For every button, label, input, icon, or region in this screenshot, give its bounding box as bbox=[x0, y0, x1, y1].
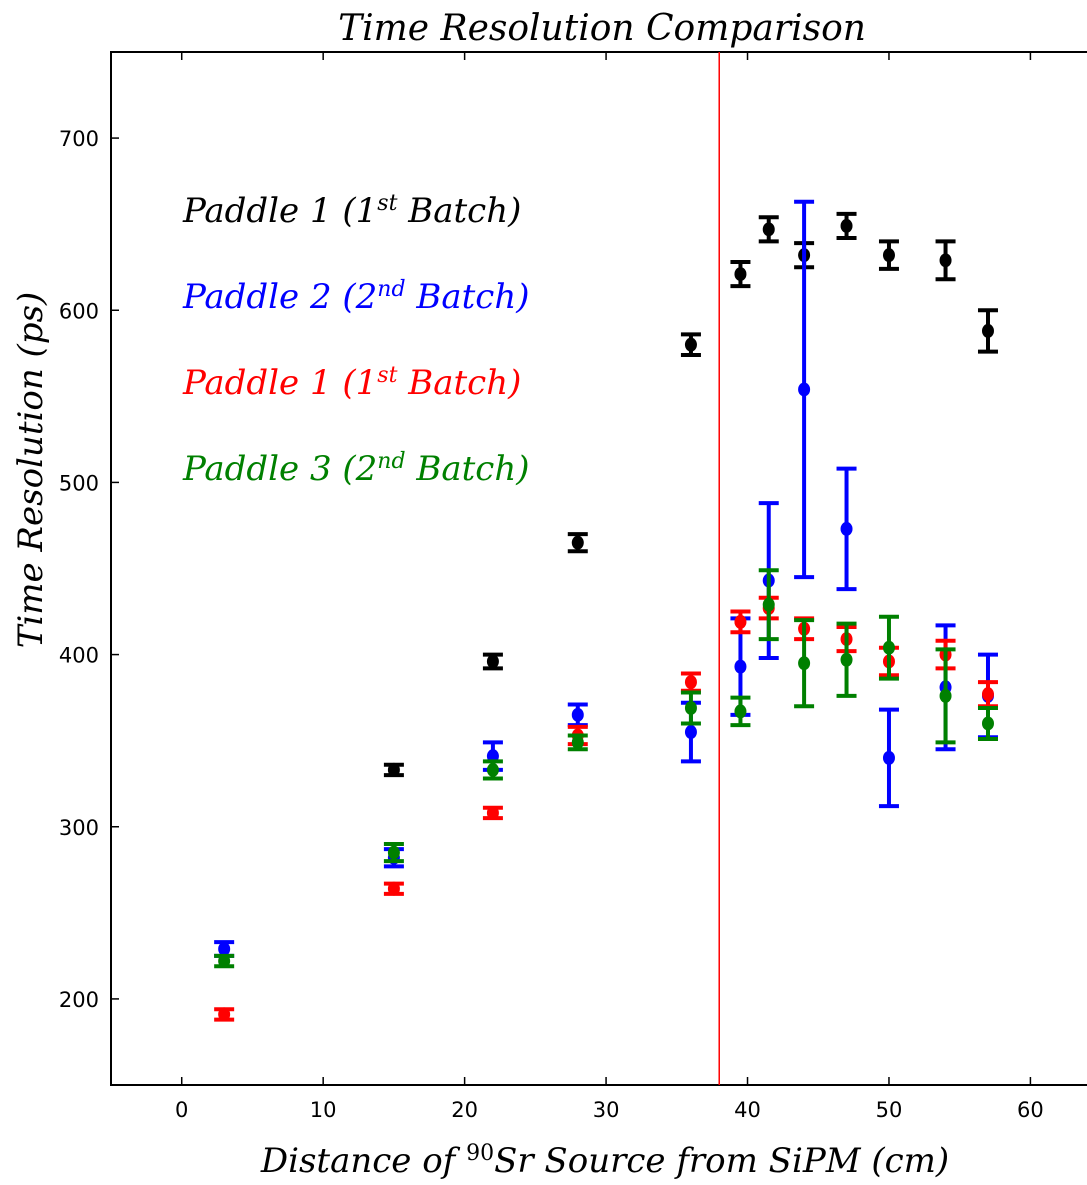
data-point bbox=[836, 621, 857, 698]
data-marker bbox=[882, 750, 895, 765]
data-marker bbox=[840, 521, 853, 536]
data-marker bbox=[387, 845, 400, 860]
data-point bbox=[482, 759, 503, 781]
data-marker bbox=[882, 640, 895, 655]
data-marker bbox=[218, 941, 231, 956]
data-point bbox=[567, 532, 588, 554]
chart-title: Time Resolution Comparison bbox=[338, 8, 866, 49]
data-point bbox=[214, 953, 235, 969]
data-point bbox=[730, 260, 751, 289]
data-marker bbox=[387, 762, 400, 777]
data-marker bbox=[981, 323, 994, 338]
data-point bbox=[383, 762, 404, 778]
data-point bbox=[482, 805, 503, 821]
data-point bbox=[977, 680, 998, 709]
data-marker bbox=[734, 704, 747, 719]
data-point bbox=[383, 881, 404, 896]
y-tick-label: 200 bbox=[59, 988, 99, 1012]
data-marker bbox=[684, 337, 697, 352]
y-tick-label: 600 bbox=[59, 299, 99, 323]
data-marker bbox=[734, 267, 747, 282]
data-marker bbox=[684, 725, 697, 740]
x-tick-label: 50 bbox=[876, 1098, 903, 1122]
data-marker bbox=[218, 1007, 231, 1022]
data-marker bbox=[734, 659, 747, 674]
x-tick-label: 0 bbox=[175, 1098, 188, 1122]
x-tick-label: 60 bbox=[1017, 1098, 1044, 1122]
data-point bbox=[977, 705, 998, 741]
data-point bbox=[878, 614, 899, 681]
data-point bbox=[214, 1007, 235, 1022]
legend-entry: Paddle 2 (2nd Batch) bbox=[182, 277, 530, 318]
data-marks bbox=[214, 52, 998, 1085]
data-marker bbox=[798, 656, 811, 671]
data-marker bbox=[571, 535, 584, 550]
series-2 bbox=[214, 595, 998, 1022]
data-point bbox=[878, 239, 899, 271]
y-tick-label: 300 bbox=[59, 816, 99, 840]
legend-entry: Paddle 1 (1st Batch) bbox=[182, 363, 521, 404]
data-marker bbox=[762, 597, 775, 612]
data-marker bbox=[939, 253, 952, 268]
data-marker bbox=[387, 881, 400, 896]
data-marker bbox=[981, 716, 994, 731]
y-axis-ticks: 200 300 400 500 600 700 bbox=[59, 127, 119, 1012]
data-point bbox=[794, 199, 815, 580]
data-point bbox=[680, 332, 701, 358]
data-point bbox=[567, 702, 588, 728]
data-marker bbox=[939, 688, 952, 703]
data-point bbox=[836, 211, 857, 240]
y-axis-label: Time Resolution (ps) bbox=[11, 292, 51, 649]
data-point bbox=[482, 652, 503, 671]
legend: Paddle 1 (1st Batch) Paddle 2 (2nd Batch)… bbox=[182, 191, 530, 490]
data-marker bbox=[882, 248, 895, 263]
y-tick-label: 700 bbox=[59, 127, 99, 151]
data-marker bbox=[486, 762, 499, 777]
data-marker bbox=[486, 805, 499, 820]
series-3 bbox=[214, 568, 998, 969]
data-point bbox=[935, 239, 956, 282]
data-marker bbox=[798, 382, 811, 397]
x-tick-label: 40 bbox=[734, 1098, 761, 1122]
data-marker bbox=[981, 687, 994, 702]
data-point bbox=[878, 707, 899, 809]
x-tick-label: 10 bbox=[310, 1098, 337, 1122]
data-marker bbox=[571, 707, 584, 722]
data-marker bbox=[762, 222, 775, 237]
legend-entry: Paddle 3 (2nd Batch) bbox=[182, 449, 530, 490]
x-axis-ticks: 0 10 20 30 40 50 60 bbox=[175, 52, 1044, 1122]
legend-entry: Paddle 1 (1st Batch) bbox=[182, 191, 521, 232]
data-point bbox=[730, 609, 751, 635]
y-tick-label: 500 bbox=[59, 471, 99, 495]
x-axis-label: Distance of 90Sr Source from SiPM (cm) bbox=[260, 1141, 949, 1182]
data-marker bbox=[684, 675, 697, 690]
data-point bbox=[794, 618, 815, 709]
data-marker bbox=[486, 654, 499, 669]
data-marker bbox=[734, 614, 747, 629]
x-tick-label: 20 bbox=[451, 1098, 478, 1122]
data-point bbox=[680, 671, 701, 693]
x-tick-label: 30 bbox=[593, 1098, 620, 1122]
data-point bbox=[567, 733, 588, 752]
plot-frame bbox=[110, 51, 1087, 1086]
plot-border bbox=[110, 51, 1087, 1086]
y-tick-label: 400 bbox=[59, 644, 99, 668]
data-point bbox=[383, 841, 404, 864]
data-marker bbox=[218, 954, 231, 969]
data-point bbox=[730, 695, 751, 728]
data-marker bbox=[840, 652, 853, 667]
data-marker bbox=[684, 700, 697, 715]
data-marker bbox=[571, 735, 584, 750]
data-point bbox=[836, 466, 857, 592]
data-point bbox=[758, 215, 779, 244]
data-point bbox=[977, 308, 998, 354]
data-point bbox=[758, 568, 779, 642]
data-point bbox=[935, 647, 956, 745]
data-point bbox=[680, 690, 701, 726]
data-marker bbox=[840, 218, 853, 233]
